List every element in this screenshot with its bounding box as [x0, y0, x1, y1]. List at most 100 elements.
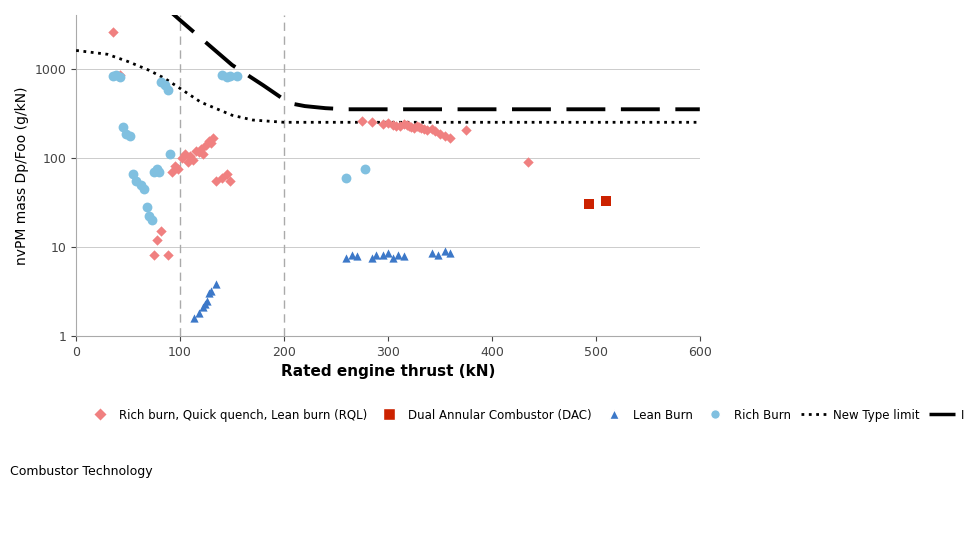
Point — [110, 72, 125, 80]
Point — [344, 251, 359, 260]
Point — [401, 122, 417, 131]
Point — [105, 72, 121, 80]
Point — [389, 121, 404, 130]
Point — [354, 117, 370, 125]
Point — [182, 152, 198, 160]
Point — [411, 123, 427, 132]
Point — [427, 126, 443, 135]
Point — [219, 170, 234, 179]
Point — [368, 251, 383, 260]
Point — [437, 247, 453, 255]
Point — [123, 132, 138, 140]
Point — [180, 158, 196, 166]
Point — [147, 167, 162, 176]
Point — [164, 167, 179, 176]
Point — [357, 165, 372, 173]
Point — [403, 123, 419, 132]
Point — [156, 81, 172, 90]
Point — [380, 249, 396, 258]
Text: Combustor Technology: Combustor Technology — [10, 465, 152, 478]
Point — [195, 150, 210, 158]
Point — [112, 71, 127, 79]
Point — [204, 287, 219, 295]
Point — [119, 130, 134, 138]
Legend: Rich burn, Quick quench, Lean burn (RQL), Dual Annular Combustor (DAC), Lean Bur: Rich burn, Quick quench, Lean burn (RQL)… — [82, 404, 965, 427]
Point — [152, 167, 167, 176]
Point — [141, 212, 156, 221]
Point — [191, 148, 207, 157]
Point — [139, 202, 154, 211]
Point — [424, 249, 439, 258]
X-axis label: Rated engine thrust (kN): Rated engine thrust (kN) — [281, 364, 495, 379]
Point — [133, 180, 149, 189]
Point — [193, 145, 208, 153]
Point — [385, 120, 400, 129]
Point — [230, 72, 245, 80]
Point — [406, 124, 422, 132]
Point — [417, 125, 432, 133]
Point — [175, 153, 190, 162]
Point — [396, 252, 411, 261]
Point — [147, 251, 162, 260]
Point — [167, 162, 182, 171]
Point — [432, 130, 448, 138]
Point — [108, 71, 124, 80]
Point — [375, 119, 391, 128]
Point — [162, 150, 178, 158]
Point — [195, 303, 210, 312]
Point — [185, 156, 201, 164]
Point — [391, 251, 406, 260]
Point — [160, 85, 176, 94]
Point — [202, 137, 217, 145]
Point — [520, 158, 536, 166]
Point — [222, 177, 237, 185]
Point — [420, 126, 435, 134]
Point — [115, 123, 130, 132]
Point — [214, 173, 230, 182]
Point — [178, 150, 193, 158]
Point — [430, 251, 446, 260]
Point — [424, 125, 439, 133]
Point — [365, 254, 380, 262]
Point — [200, 296, 215, 305]
Point — [145, 215, 160, 224]
Point — [409, 122, 425, 131]
Point — [581, 200, 596, 208]
Point — [222, 72, 237, 80]
Point — [170, 165, 185, 173]
Point — [125, 170, 141, 179]
Point — [443, 249, 458, 258]
Point — [128, 177, 144, 185]
Point — [186, 313, 202, 322]
Point — [598, 197, 614, 205]
Point — [399, 120, 414, 129]
Point — [153, 227, 169, 235]
Point — [206, 134, 221, 143]
Point — [208, 177, 224, 185]
Point — [188, 146, 204, 155]
Point — [208, 280, 224, 288]
Y-axis label: nvPM mass Dp/Foo (g/kN): nvPM mass Dp/Foo (g/kN) — [15, 86, 29, 265]
Point — [112, 72, 127, 81]
Point — [365, 117, 380, 126]
Point — [396, 119, 411, 128]
Point — [375, 251, 391, 260]
Point — [393, 122, 408, 131]
Point — [202, 289, 217, 298]
Point — [153, 78, 169, 87]
Point — [339, 173, 354, 182]
Point — [458, 126, 474, 134]
Point — [105, 28, 121, 36]
Point — [191, 309, 207, 318]
Point — [136, 184, 152, 193]
Point — [414, 124, 429, 132]
Point — [214, 71, 230, 80]
Point — [204, 139, 219, 148]
Point — [339, 254, 354, 262]
Point — [443, 134, 458, 143]
Point — [219, 73, 234, 82]
Point — [150, 165, 165, 173]
Point — [349, 252, 365, 261]
Point — [150, 235, 165, 244]
Point — [380, 119, 396, 127]
